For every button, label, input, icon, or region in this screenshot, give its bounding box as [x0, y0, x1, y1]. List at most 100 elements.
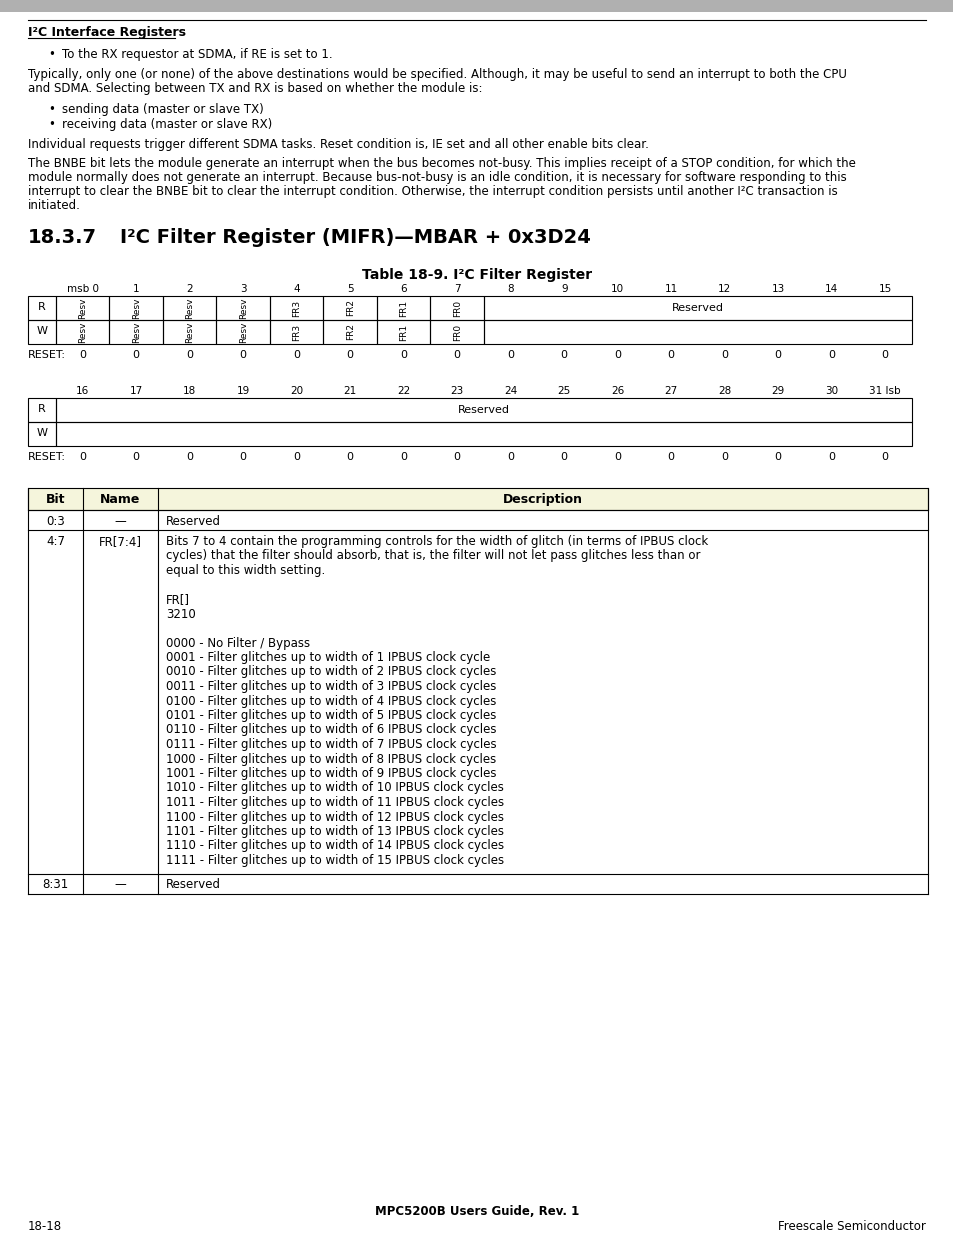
Text: Reserved: Reserved — [457, 405, 510, 415]
Text: 1: 1 — [132, 284, 139, 294]
Text: 0: 0 — [614, 452, 620, 462]
Text: 10: 10 — [611, 284, 623, 294]
Text: msb 0: msb 0 — [67, 284, 99, 294]
Text: R: R — [38, 404, 46, 414]
Text: 3: 3 — [240, 284, 246, 294]
Text: W: W — [36, 429, 48, 438]
Text: 14: 14 — [824, 284, 838, 294]
Text: 0: 0 — [346, 350, 354, 359]
Text: 0: 0 — [79, 452, 86, 462]
Bar — [216, 320, 270, 345]
Text: 1111 - Filter glitches up to width of 15 IPBUS clock cycles: 1111 - Filter glitches up to width of 15… — [166, 853, 503, 867]
Text: 19: 19 — [236, 387, 250, 396]
Text: sending data (master or slave TX): sending data (master or slave TX) — [62, 103, 263, 116]
Bar — [323, 296, 376, 320]
Text: 4: 4 — [294, 284, 300, 294]
Text: 0: 0 — [400, 452, 407, 462]
Bar — [376, 320, 430, 345]
Bar — [28, 296, 56, 320]
Text: 26: 26 — [611, 387, 623, 396]
Text: 0: 0 — [507, 452, 514, 462]
Text: Bits 7 to 4 contain the programming controls for the width of glitch (in terms o: Bits 7 to 4 contain the programming cont… — [166, 535, 707, 548]
Text: Name: Name — [100, 493, 140, 506]
Text: FR3: FR3 — [292, 324, 301, 341]
Text: 0000 - No Filter / Bypass: 0000 - No Filter / Bypass — [166, 636, 310, 650]
Text: RESET:: RESET: — [28, 350, 66, 359]
Text: 0: 0 — [614, 350, 620, 359]
Bar — [323, 320, 376, 345]
Text: 0010 - Filter glitches up to width of 2 IPBUS clock cycles: 0010 - Filter glitches up to width of 2 … — [166, 666, 496, 678]
Text: 0: 0 — [774, 452, 781, 462]
Text: 0110 - Filter glitches up to width of 6 IPBUS clock cycles: 0110 - Filter glitches up to width of 6 … — [166, 724, 496, 736]
Text: 0: 0 — [827, 350, 835, 359]
Text: 1010 - Filter glitches up to width of 10 IPBUS clock cycles: 1010 - Filter glitches up to width of 10… — [166, 782, 503, 794]
Text: FR3: FR3 — [292, 299, 301, 316]
Text: Resv: Resv — [132, 321, 141, 343]
Text: equal to this width setting.: equal to this width setting. — [166, 564, 325, 577]
Bar — [483, 320, 911, 345]
Bar — [110, 296, 163, 320]
Text: 31 lsb: 31 lsb — [868, 387, 901, 396]
Text: Typically, only one (or none) of the above destinations would be specified. Alth: Typically, only one (or none) of the abo… — [28, 68, 846, 82]
Text: I²C Interface Registers: I²C Interface Registers — [28, 26, 186, 40]
Text: Reserved: Reserved — [671, 303, 723, 312]
Text: RESET:: RESET: — [28, 452, 66, 462]
Text: Resv: Resv — [238, 298, 248, 319]
Bar — [28, 422, 56, 446]
Text: receiving data (master or slave RX): receiving data (master or slave RX) — [62, 119, 272, 131]
Text: •: • — [48, 103, 55, 116]
Bar — [56, 398, 911, 422]
Text: 0: 0 — [720, 350, 727, 359]
Text: 17: 17 — [130, 387, 143, 396]
Text: 0: 0 — [293, 350, 300, 359]
Text: 9: 9 — [560, 284, 567, 294]
Text: 0: 0 — [400, 350, 407, 359]
Text: Table 18-9. I²C Filter Register: Table 18-9. I²C Filter Register — [361, 268, 592, 282]
Text: 18.3.7: 18.3.7 — [28, 228, 97, 247]
Text: •: • — [48, 48, 55, 61]
Text: 0: 0 — [132, 350, 139, 359]
Text: 1000 - Filter glitches up to width of 8 IPBUS clock cycles: 1000 - Filter glitches up to width of 8 … — [166, 752, 496, 766]
Text: Individual requests trigger different SDMA tasks. Reset condition is, IE set and: Individual requests trigger different SD… — [28, 138, 648, 151]
Bar — [430, 320, 483, 345]
Text: FR[]: FR[] — [166, 593, 190, 606]
Bar — [270, 296, 323, 320]
Text: Reserved: Reserved — [166, 878, 221, 892]
Text: W: W — [36, 326, 48, 336]
Bar — [56, 296, 110, 320]
Text: 0: 0 — [507, 350, 514, 359]
Text: 18-18: 18-18 — [28, 1220, 62, 1233]
Text: Resv: Resv — [78, 321, 87, 343]
Text: interrupt to clear the BNBE bit to clear the interrupt condition. Otherwise, the: interrupt to clear the BNBE bit to clear… — [28, 185, 837, 198]
Text: 0: 0 — [239, 452, 247, 462]
Text: 0: 0 — [720, 452, 727, 462]
Text: 0: 0 — [454, 452, 460, 462]
Text: 1100 - Filter glitches up to width of 12 IPBUS clock cycles: 1100 - Filter glitches up to width of 12… — [166, 810, 503, 824]
Text: FR2: FR2 — [345, 324, 355, 341]
Text: Resv: Resv — [132, 298, 141, 319]
Text: 0011 - Filter glitches up to width of 3 IPBUS clock cycles: 0011 - Filter glitches up to width of 3 … — [166, 680, 496, 693]
Text: 21: 21 — [343, 387, 356, 396]
Bar — [28, 488, 927, 510]
Bar — [163, 320, 216, 345]
Text: initiated.: initiated. — [28, 199, 81, 212]
Text: 4:7: 4:7 — [46, 535, 65, 548]
Text: 30: 30 — [824, 387, 838, 396]
Bar — [163, 296, 216, 320]
Text: 1001 - Filter glitches up to width of 9 IPBUS clock cycles: 1001 - Filter glitches up to width of 9 … — [166, 767, 496, 781]
Text: —: — — [114, 515, 126, 529]
Text: Bit: Bit — [46, 493, 65, 506]
Text: 16: 16 — [76, 387, 90, 396]
Text: 0: 0 — [346, 452, 354, 462]
Text: 8:31: 8:31 — [42, 878, 69, 892]
Bar — [110, 320, 163, 345]
Text: 12: 12 — [718, 284, 731, 294]
Text: Freescale Semiconductor: Freescale Semiconductor — [778, 1220, 925, 1233]
Text: 15: 15 — [878, 284, 891, 294]
Text: 0: 0 — [186, 452, 193, 462]
Text: module normally does not generate an interrupt. Because bus-not-busy is an idle : module normally does not generate an int… — [28, 170, 846, 184]
Text: 1110 - Filter glitches up to width of 14 IPBUS clock cycles: 1110 - Filter glitches up to width of 14… — [166, 840, 503, 852]
Text: 11: 11 — [664, 284, 678, 294]
Text: Reserved: Reserved — [166, 515, 221, 529]
Text: 0: 0 — [454, 350, 460, 359]
